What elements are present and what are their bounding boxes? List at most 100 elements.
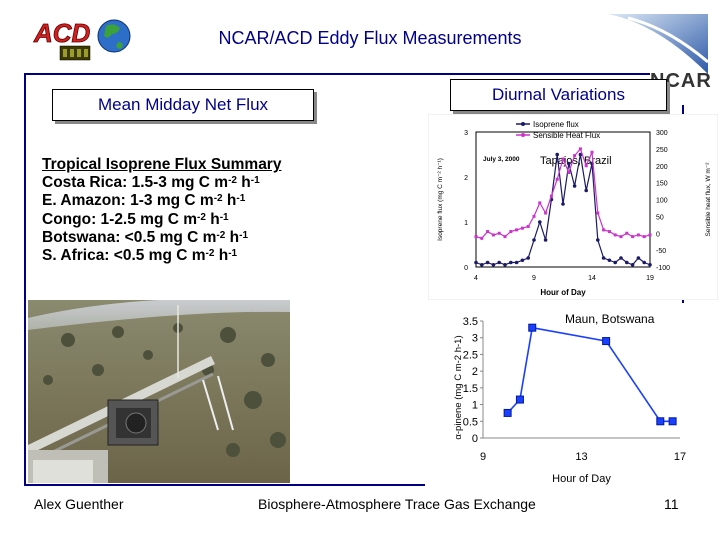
alpha-pinene-point — [503, 408, 512, 417]
heat-flux-point — [619, 235, 623, 239]
heat-flux-point — [642, 235, 646, 239]
y2-tick-label: 250 — [656, 147, 668, 154]
isoprene-point — [572, 184, 577, 188]
isoprene-point — [509, 260, 513, 265]
isoprene-point — [630, 262, 635, 267]
x-tick-label: 13 — [575, 451, 587, 463]
y2-tick-label: 100 — [656, 198, 668, 205]
row-exponent: -1 — [228, 248, 238, 260]
heat-flux-point — [596, 211, 600, 215]
acd-logo: ACD — [30, 14, 140, 64]
isoprene-point — [619, 256, 623, 260]
heat-flux-point — [578, 147, 582, 151]
y2-tick-label: 150 — [656, 181, 668, 188]
y-tick-label: 0 — [472, 433, 478, 445]
y2-tick-label: -100 — [656, 265, 670, 272]
y-tick-label: 0 — [464, 265, 468, 272]
legend-marker — [521, 133, 525, 137]
page-title: NCAR/ACD Eddy Flux Measurements — [218, 28, 522, 48]
y2-tick-label: 300 — [656, 130, 668, 137]
page-number: 11 — [664, 496, 679, 512]
y-tick-label: 3.5 — [463, 316, 478, 328]
row-unit: h — [225, 228, 240, 246]
heat-flux-point — [561, 157, 565, 161]
maun-diurnal-chart: Maun, Botswana 0 0.5 1 1.5 2 2.5 3 3.5 9 13 17 Hour … — [425, 303, 695, 489]
isoprene-point — [520, 258, 525, 263]
row-exponent: -2 — [197, 211, 206, 223]
row-exponent: -1 — [219, 211, 229, 223]
heat-flux-point — [590, 150, 594, 154]
heat-flux-point — [573, 154, 577, 158]
isoprene-point — [491, 262, 496, 267]
summary-row-s-africa: S. Africa: <0.5 mg C m-2 h-1 — [42, 247, 281, 265]
heat-flux-point — [538, 201, 542, 205]
chart-location-label: Maun, Botswana — [565, 312, 655, 326]
x-tick-label: 14 — [588, 275, 596, 282]
row-unit: h — [205, 210, 220, 228]
heat-flux-point — [503, 235, 507, 239]
isoprene-point — [636, 256, 641, 260]
x-tick-label: 19 — [646, 275, 654, 282]
heat-flux-point — [631, 235, 635, 239]
row-exponent: -2 — [228, 175, 237, 187]
heat-flux-point — [544, 211, 548, 215]
row-text: E. Amazon: 1-3 mg C m — [42, 192, 214, 210]
heat-flux-point — [497, 231, 501, 235]
x-tick-label: 17 — [674, 451, 686, 463]
x-tick-label: 9 — [532, 275, 536, 282]
alpha-pinene-point — [656, 417, 665, 426]
heat-flux-point — [474, 235, 478, 239]
x-axis-label: Hour of Day — [540, 288, 586, 297]
isoprene-point — [474, 260, 478, 265]
row-text: Congo: 1-2.5 mg C m — [42, 210, 198, 228]
y-tick-label: 1 — [464, 220, 468, 227]
diurnal-variations-box: Diurnal Variations — [450, 79, 667, 111]
isoprene-point — [503, 262, 507, 267]
heat-flux-point — [555, 177, 559, 181]
y-tick-label: 1 — [472, 400, 478, 412]
row-exponent: -2 — [213, 193, 223, 205]
alpha-pinene-point — [515, 395, 524, 404]
isoprene-point — [526, 256, 530, 260]
isoprene-point — [543, 238, 548, 242]
y2-tick-label: -50 — [656, 248, 666, 255]
row-text: Costa Rica: 1.5-3 mg C m — [42, 174, 229, 192]
heat-flux-point — [532, 214, 536, 218]
isoprene-point — [584, 188, 588, 193]
isoprene-point — [532, 238, 536, 242]
footer-author: Alex Guenther — [34, 496, 124, 512]
row-exponent: -2 — [205, 248, 215, 260]
heat-flux-point — [480, 236, 484, 240]
isoprene-point — [596, 238, 600, 242]
y-tick-label: 2 — [464, 175, 468, 182]
summary-row-costa-rica: Costa Rica: 1.5-3 mg C m-2 h-1 — [42, 174, 281, 192]
chart-legend: Isoprene flux Sensible Heat Flux — [516, 120, 600, 140]
heat-flux-point — [648, 233, 652, 237]
frame-line-top — [24, 73, 650, 75]
isoprene-point — [642, 260, 646, 265]
y2-tick-label: 0 — [656, 231, 660, 238]
legend-label: Sensible Heat Flux — [533, 131, 600, 140]
isoprene-point — [567, 161, 571, 166]
row-exponent: -2 — [216, 229, 226, 241]
y2-tick-label: 50 — [656, 214, 664, 221]
isoprene-point — [648, 262, 652, 267]
summary-row-botswana: Botswana: <0.5 mg C m-2 h-1 — [42, 229, 281, 247]
tapajos-diurnal-chart: Isoprene flux Sensible Heat Flux July 3, 2… — [427, 113, 719, 301]
isoprene-point — [607, 258, 612, 263]
logo-text: ACD — [33, 18, 91, 48]
heat-flux-point — [567, 171, 571, 174]
isoprene-point — [555, 152, 559, 157]
footer-subtitle: Biosphere-Atmosphere Trace Gas Exchange — [258, 496, 536, 512]
y-tick-label: 2.5 — [463, 349, 478, 361]
row-text: Botswana: <0.5 mg C m — [42, 228, 217, 246]
heat-flux-point — [607, 230, 611, 234]
y-axis-label: Isoprene flux (mg C m⁻² h⁻¹) — [437, 158, 444, 241]
heat-flux-point — [486, 230, 490, 234]
alpha-pinene-point — [668, 417, 677, 426]
row-unit: h — [236, 174, 251, 192]
isoprene-point — [538, 220, 542, 224]
frame-line-left — [24, 73, 26, 485]
heat-flux-point — [613, 233, 617, 237]
y2-tick-label: 200 — [656, 164, 668, 171]
